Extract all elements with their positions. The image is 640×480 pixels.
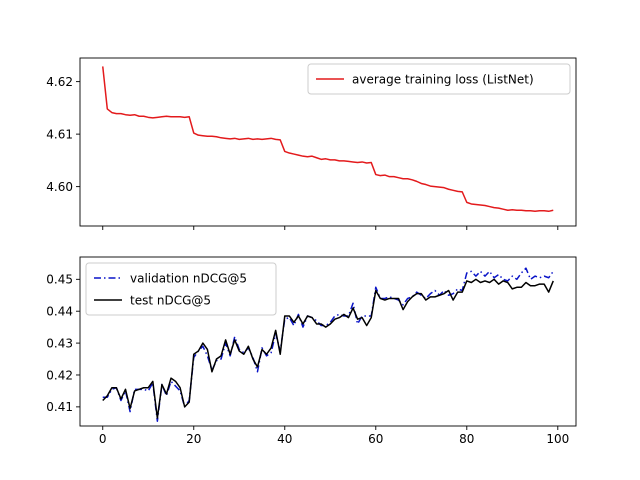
y-tick-label: 0.44	[46, 305, 73, 319]
ndcg-axes: 0 20 40 60 80 100 0.41 0.42 0.43 0.44 0.45 validati…	[46, 256, 577, 446]
legend-label: average training loss (ListNet)	[352, 73, 534, 87]
series-line-0	[102, 66, 554, 213]
legend-box	[307, 63, 571, 95]
y-tick-label: 4.61	[46, 127, 73, 141]
legend: validation nDCG@5 test nDCG@5	[85, 262, 277, 316]
y-tick-label: 4.62	[46, 75, 73, 89]
axes-frame	[79, 57, 577, 227]
axes-frame	[79, 256, 577, 427]
series-line-0	[102, 267, 554, 422]
y-tick-label: 0.41	[46, 400, 73, 414]
x-tick-label: 40	[277, 432, 292, 446]
legend-box	[85, 262, 277, 316]
x-tick-label: 60	[368, 432, 383, 446]
loss-axes: 4.60 4.61 4.62 average training loss (ListN…	[46, 57, 577, 230]
x-tick-label: 100	[546, 432, 569, 446]
legend: average training loss (ListNet)	[307, 63, 571, 95]
series-line-1	[102, 278, 554, 419]
y-tick-label: 0.45	[46, 273, 73, 287]
legend-label: test nDCG@5	[130, 294, 211, 308]
y-tick-label: 0.42	[46, 368, 73, 382]
legend-label: validation nDCG@5	[130, 272, 247, 286]
y-tick-label: 4.60	[46, 180, 73, 194]
x-tick-label: 20	[186, 432, 201, 446]
x-tick-label: 0	[99, 432, 107, 446]
y-tick-label: 0.43	[46, 336, 73, 350]
x-tick-label: 80	[459, 432, 474, 446]
